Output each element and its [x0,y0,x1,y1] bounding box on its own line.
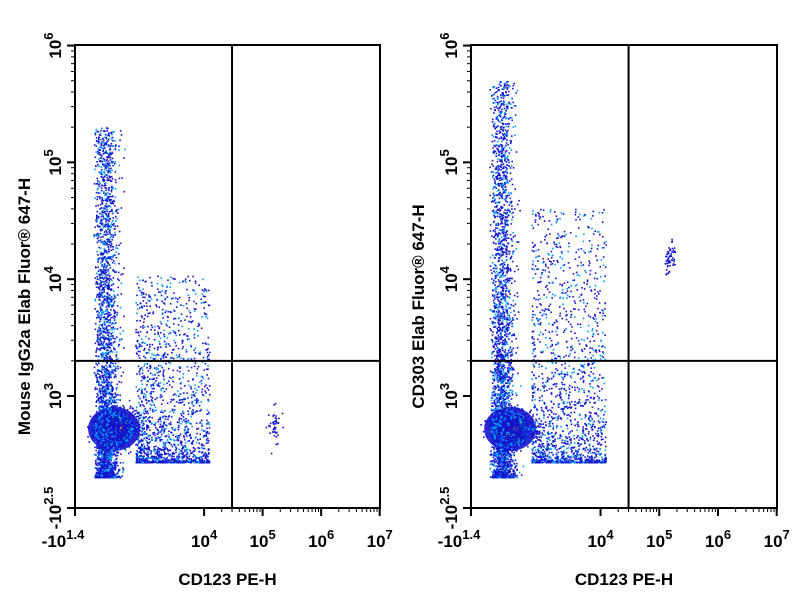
y-tick-label: -102.5 [41,487,65,530]
plot-panel-1: -101.4 104 105 106 107 -102.5 103 104 105 106 CD12… [15,32,393,589]
y-tick-label: 105 [41,149,65,175]
y-axis-title: Mouse IgG2a Elab Fluor® 647-H [15,178,34,435]
event-dots [87,127,284,479]
plot-panel-2: -101.4 104 105 106 107 -102.5 103 104 105 106 CD12… [409,32,790,589]
x-tick-label: 107 [367,527,393,551]
plot-frame [470,44,778,509]
x-axis-title: CD123 PE-H [178,570,276,589]
y-tick-label: 104 [41,265,65,292]
y-tick-label: 106 [437,32,461,58]
x-tick-label: 106 [705,527,731,551]
y-tick-label: 103 [437,383,461,409]
event-dots [480,81,677,479]
x-tick-label: 105 [646,527,672,551]
x-tick-label: 105 [250,527,276,551]
plot-frame [74,44,381,509]
x-tick-label: -101.4 [438,527,481,551]
y-tick-label: 104 [437,265,461,292]
y-tick-label: 106 [41,32,65,58]
y-tick-label: 103 [41,383,65,409]
x-tick-label: 107 [764,527,790,551]
x-tick-label: 104 [191,527,218,551]
x-tick-label: -101.4 [42,527,85,551]
y-axis-title: CD303 Elab Fluor® 647-H [409,204,428,408]
x-axis-title: CD123 PE-H [575,570,673,589]
y-tick-label: -102.5 [437,487,461,530]
x-tick-label: 106 [308,527,334,551]
x-tick-label: 104 [587,527,614,551]
y-tick-label: 105 [437,149,461,175]
